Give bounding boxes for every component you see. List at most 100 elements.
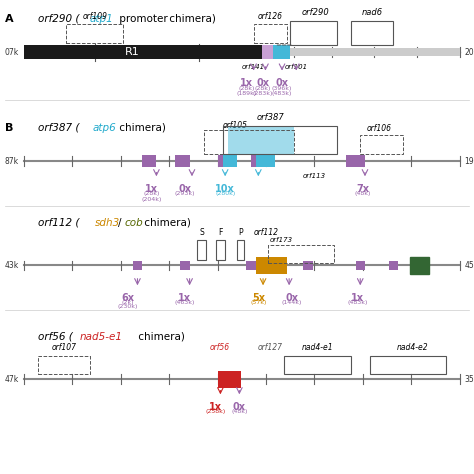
Text: 0x: 0x [178,184,191,194]
Text: 0x: 0x [233,402,246,412]
FancyBboxPatch shape [218,155,223,167]
Text: 1x: 1x [209,402,222,412]
Text: promoter: promoter [116,14,168,24]
Text: 1x: 1x [145,184,158,194]
Text: 35-: 35- [465,375,474,383]
FancyBboxPatch shape [280,48,460,56]
Text: (283k): (283k) [253,91,273,97]
Text: sdh3: sdh3 [95,218,120,228]
Text: cob: cob [124,218,143,228]
FancyBboxPatch shape [262,45,273,59]
Text: orf141: orf141 [242,64,265,70]
Text: 07k: 07k [5,48,19,56]
Text: 0x: 0x [256,78,270,88]
Text: (230k): (230k) [118,304,138,310]
FancyBboxPatch shape [389,261,398,270]
Text: 194: 194 [465,157,474,165]
FancyBboxPatch shape [228,126,294,154]
Text: 200: 200 [465,48,474,56]
Text: 1x: 1x [351,293,365,303]
Text: (258k): (258k) [206,409,226,414]
Text: (189k): (189k) [237,91,256,97]
Text: orf126: orf126 [258,12,283,21]
Text: chimera): chimera) [141,218,191,228]
Text: (28k): (28k) [255,86,271,91]
Text: 6x: 6x [121,293,135,303]
Text: orf109: orf109 [82,12,107,21]
Text: orf387 (: orf387 ( [38,123,79,133]
Text: 0x: 0x [285,293,298,303]
Text: (48k): (48k) [231,409,247,414]
Text: (463k): (463k) [175,300,195,305]
FancyBboxPatch shape [24,45,280,59]
Text: nad6: nad6 [362,8,383,17]
Text: B: B [5,123,13,133]
Text: 0x: 0x [275,78,289,88]
Text: 87k: 87k [5,157,19,165]
Text: 1x: 1x [178,293,191,303]
Text: 10x: 10x [215,184,235,194]
Text: (48k): (48k) [355,191,371,196]
Text: atp6: atp6 [92,123,116,133]
FancyBboxPatch shape [133,261,142,270]
Text: F: F [218,228,223,237]
FancyBboxPatch shape [346,155,365,167]
Text: nad4-e1: nad4-e1 [302,343,333,352]
Text: 47k: 47k [5,375,19,383]
Text: orf173: orf173 [269,237,292,243]
FancyBboxPatch shape [175,155,190,167]
Text: Cp: Cp [414,263,425,268]
Text: orf105: orf105 [223,121,248,130]
FancyBboxPatch shape [246,261,256,270]
FancyBboxPatch shape [256,155,275,167]
FancyBboxPatch shape [303,261,313,270]
Text: (57k): (57k) [250,300,266,305]
Text: nad4-e2: nad4-e2 [397,343,428,352]
Text: A: A [5,14,13,24]
Text: orf107: orf107 [52,343,76,352]
Text: (280k): (280k) [215,191,235,196]
Text: orf113: orf113 [302,173,326,179]
Text: nad5-e1: nad5-e1 [80,331,123,342]
Text: (483k): (483k) [272,91,292,97]
FancyBboxPatch shape [256,257,287,274]
Text: chimera): chimera) [135,331,185,342]
Text: 43k: 43k [5,261,19,270]
Text: orf56: orf56 [210,343,229,352]
Text: chimera): chimera) [116,123,166,133]
Text: 1x: 1x [240,78,253,88]
Text: S: S [199,228,204,237]
FancyBboxPatch shape [218,371,241,388]
Text: orf387: orf387 [256,113,284,122]
FancyBboxPatch shape [410,257,429,274]
Text: (144k): (144k) [282,300,301,305]
FancyBboxPatch shape [251,155,256,167]
Text: orf290 (: orf290 ( [38,14,79,24]
FancyBboxPatch shape [142,155,156,167]
Text: (28k): (28k) [144,191,160,196]
Text: 450: 450 [465,261,474,270]
Text: orf56 (: orf56 ( [38,331,73,342]
Text: /: / [118,218,121,228]
Text: R1: R1 [125,47,140,57]
Text: chimera): chimera) [166,14,216,24]
Text: orf112 (: orf112 ( [38,218,79,228]
Text: 7x: 7x [356,184,369,194]
FancyBboxPatch shape [356,261,365,270]
Text: (28k): (28k) [238,86,255,91]
Text: P: P [238,228,243,237]
FancyBboxPatch shape [223,155,237,167]
Text: (204k): (204k) [142,197,162,202]
FancyBboxPatch shape [273,45,290,59]
Text: atp1: atp1 [90,14,114,24]
Text: orf127: orf127 [257,343,283,352]
Text: (396k): (396k) [272,86,292,91]
Text: (483k): (483k) [348,300,368,305]
Text: (293k): (293k) [174,191,195,196]
Text: orf101: orf101 [285,64,308,70]
Text: 5x: 5x [252,293,265,303]
FancyBboxPatch shape [180,261,190,270]
Text: orf112: orf112 [254,228,279,237]
Text: orf290: orf290 [301,8,329,17]
Text: (2k): (2k) [122,300,134,305]
